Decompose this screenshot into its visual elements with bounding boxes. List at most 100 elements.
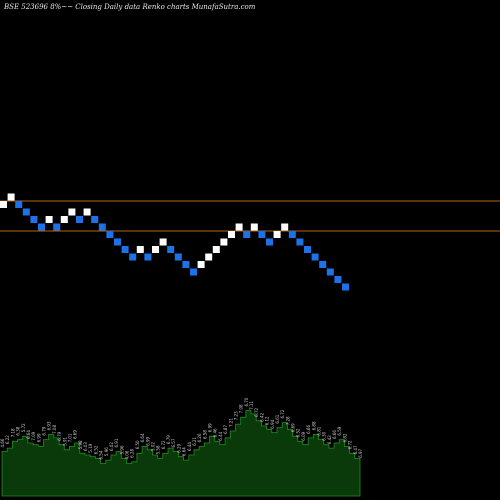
- volume-label: 5.02: [151, 442, 156, 451]
- volume-label: 7.01: [67, 433, 72, 442]
- renko-brick-up: [7, 193, 15, 201]
- renko-brick-down: [266, 238, 273, 246]
- volume-label: 6.28: [130, 448, 135, 457]
- renko-brick-down: [190, 268, 197, 276]
- volume-label: 6.52: [296, 428, 301, 437]
- renko-brick-down: [38, 223, 45, 231]
- volume-label: 6.94: [270, 419, 275, 428]
- renko-brick-down: [342, 283, 349, 291]
- volume-label: 4.66: [0, 438, 5, 447]
- volume-label: 7.21: [228, 418, 233, 427]
- renko-brick-up: [83, 208, 91, 216]
- volume-label: 6.44: [187, 442, 192, 451]
- renko-brick-down: [114, 238, 121, 246]
- reference-lines: [0, 200, 500, 232]
- volume-label: 6.02: [109, 442, 114, 451]
- renko-brick-down: [76, 216, 83, 223]
- renko-brick-down: [304, 246, 311, 253]
- volume-label: 6.79: [42, 426, 47, 435]
- volume-label: 6.64: [182, 447, 187, 456]
- volume-label: 7.28: [285, 416, 290, 425]
- volume-label: 6.47: [353, 445, 358, 454]
- volume-label: 7.23: [234, 411, 239, 420]
- volume-label: 6.91: [114, 438, 119, 447]
- renko-brick-down: [326, 268, 334, 276]
- renko-brick-down: [106, 231, 114, 238]
- renko-brick-up: [235, 223, 243, 231]
- volume-label: 6.99: [145, 436, 150, 445]
- volume-label: 6.82: [342, 433, 347, 442]
- renko-brick-down: [311, 253, 319, 261]
- volume-label: 6.99: [208, 423, 213, 432]
- volume-area-path: [1, 410, 361, 497]
- volume-label: 5.72: [21, 423, 26, 432]
- renko-brick-down: [30, 216, 38, 223]
- renko-brick-up: [212, 246, 220, 253]
- volume-label: 6.54: [99, 450, 104, 459]
- volume-label: 6.64: [140, 433, 145, 442]
- renko-brick-down: [144, 253, 152, 261]
- renko-brick-down: [121, 246, 129, 253]
- volume-label: 6.30: [322, 431, 327, 440]
- volume-label: 6.50: [135, 440, 140, 449]
- renko-brick-down: [319, 261, 327, 268]
- renko-brick-up: [60, 216, 68, 223]
- renko-brick-up: [250, 223, 258, 231]
- volume-label: 6.21: [192, 436, 197, 445]
- volume-labels: 4.66 6.227.18 6.38 5.726.64 7.09 6.996.796.93…: [0, 397, 363, 459]
- volume-label: 6.46: [213, 428, 218, 437]
- volume-label: 6.61: [275, 414, 280, 423]
- volume-area: [1, 410, 361, 497]
- volume-label: 6.93: [47, 421, 52, 430]
- renko-brick-down: [15, 201, 23, 208]
- volume-label: 6.99: [36, 433, 41, 442]
- volume-label: 6.64: [26, 430, 31, 439]
- volume-label: 6.79: [166, 435, 171, 444]
- renko-brick-down: [296, 238, 304, 246]
- volume-label: 6.88: [311, 421, 316, 430]
- volume-label: 5.98: [78, 440, 83, 449]
- volume-label: 5.96: [119, 445, 124, 454]
- volume-label: 6.87: [223, 425, 228, 434]
- renko-brick-down: [174, 253, 182, 261]
- renko-brick-up: [228, 231, 235, 238]
- volume-label: 6.72: [254, 407, 259, 416]
- renko-brick-up: [197, 261, 205, 268]
- volume-label: 7.08: [52, 425, 57, 434]
- volume-label: 7.11: [249, 401, 254, 410]
- volume-label: 6.66: [306, 425, 311, 434]
- renko-brick-up: [159, 238, 167, 246]
- renko-brick-down: [98, 223, 106, 231]
- renko-brick-down: [167, 246, 175, 253]
- volume-label: 6.52: [93, 445, 98, 454]
- renko-bricks: [0, 193, 349, 291]
- volume-label: 6.22: [5, 435, 10, 444]
- renko-brick-down: [182, 261, 190, 268]
- renko-brick-up: [45, 216, 53, 223]
- renko-brick-down: [243, 231, 251, 238]
- volume-label: 6.57: [171, 438, 176, 447]
- renko-brick-down: [22, 208, 30, 216]
- volume-label: 6.97: [358, 448, 363, 457]
- renko-brick-up: [136, 246, 144, 253]
- volume-label: 6.03: [83, 442, 88, 451]
- volume-label: 5.58: [156, 445, 161, 454]
- renko-brick-down: [334, 276, 342, 283]
- renko-brick-up: [220, 238, 228, 246]
- volume-label: 5.91: [62, 436, 67, 445]
- volume-label: 6.72: [348, 440, 353, 449]
- renko-brick-up: [273, 231, 281, 238]
- volume-label: 6.09: [301, 431, 306, 440]
- renko-brick-down: [258, 231, 266, 238]
- renko-brick-down: [129, 253, 137, 261]
- volume-label: 6.59: [337, 426, 342, 435]
- chart-title: BSE 523696 8%~~ Closing Daily data Renko…: [4, 3, 256, 11]
- renko-brick-down: [91, 216, 99, 223]
- volume-label: 6.72: [161, 440, 166, 449]
- volume-label: 6.44: [218, 431, 223, 440]
- volume-label: 5.19: [88, 443, 93, 452]
- renko-brick-up: [0, 201, 7, 208]
- renko-brick-up: [68, 208, 76, 216]
- renko-brick-up: [205, 253, 213, 261]
